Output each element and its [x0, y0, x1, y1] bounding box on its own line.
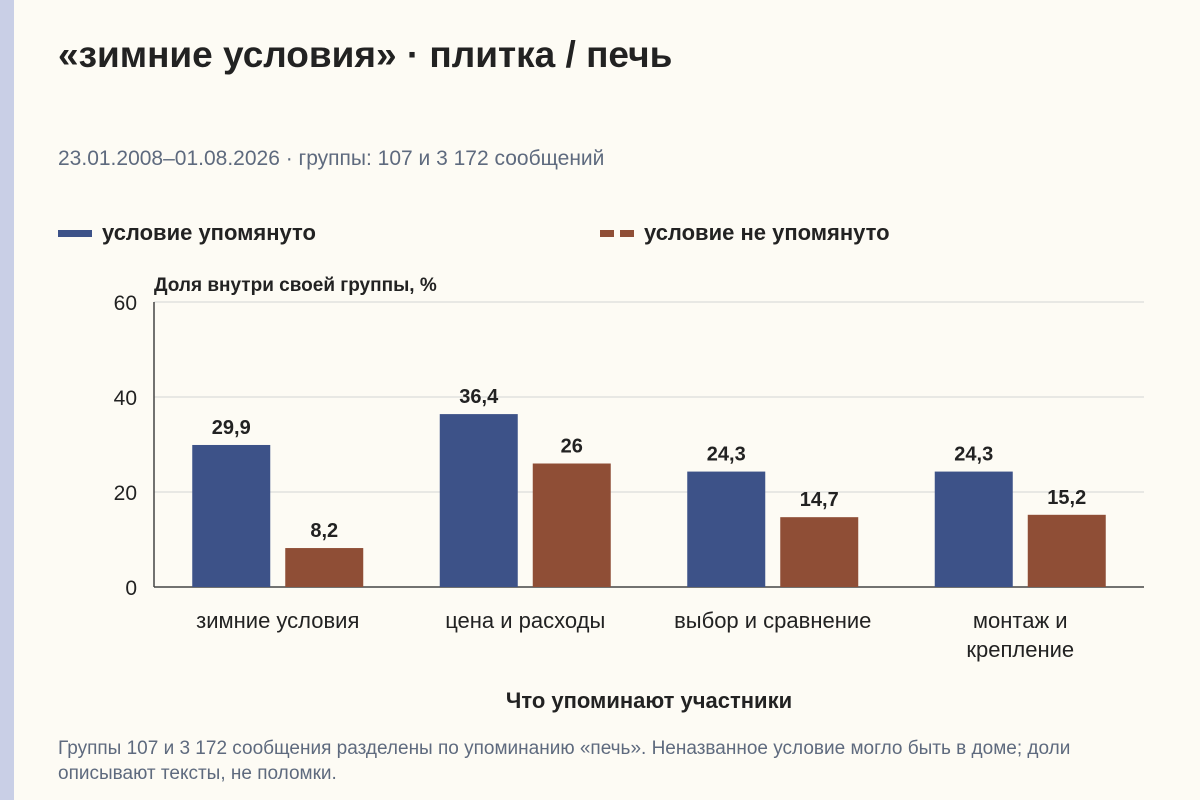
y-tick-label: 0: [125, 577, 137, 600]
y-tick-label: 20: [114, 482, 137, 505]
bar-chart: Доля внутри своей группы, % 0 20 40 60 29,9 8…: [114, 275, 1144, 713]
bar-value-label: 15,2: [1047, 487, 1086, 509]
x-tick-label: выбор и сравнение: [674, 608, 871, 633]
bar-value-label: 26: [561, 436, 583, 458]
bar-value-label: 36,4: [459, 386, 499, 408]
legend-swatch-mentioned: [58, 229, 92, 237]
x-tick-label: цена и расходы: [445, 608, 605, 633]
bar-not-mentioned: [1027, 514, 1106, 587]
x-axis-label: Что упоминают участники: [506, 688, 792, 713]
legend-label-mentioned: условие упомянуто: [102, 220, 316, 245]
bar-value-label: 29,9: [212, 417, 251, 439]
bar-value-label: 14,7: [800, 489, 839, 511]
footnote: Группы 107 и 3 172 сообщения разделены п…: [58, 738, 1071, 784]
bar-not-mentioned: [532, 463, 611, 587]
x-tick-label: зимние условия: [196, 608, 359, 633]
legend-label-not-mentioned: условие не упомянуто: [644, 220, 890, 245]
accent-strip: [0, 0, 14, 800]
legend-swatch-not-mentioned: [600, 229, 634, 237]
bar-value-label: 24,3: [954, 444, 993, 466]
bar-value-label: 8,2: [310, 520, 338, 542]
x-tick-label: крепление: [966, 637, 1074, 662]
bar-mentioned: [687, 471, 766, 587]
legend-item-not-mentioned: условие не упомянуто: [600, 220, 890, 246]
page-subtitle: 23.01.2008–01.08.2026 · группы: 107 и 3 …: [58, 147, 605, 170]
y-tick-label: 60: [114, 292, 137, 315]
bar-mentioned: [192, 444, 271, 587]
bar-mentioned: [439, 414, 518, 587]
bar-value-label: 24,3: [707, 444, 746, 466]
legend-item-mentioned: условие упомянуто: [58, 220, 316, 246]
y-tick-label: 40: [114, 387, 137, 410]
bar-not-mentioned: [285, 548, 364, 587]
y-axis-label: Доля внутри своей группы, %: [154, 275, 437, 296]
page-title: «зимние условия» · плитка / печь: [58, 34, 673, 75]
x-tick-label: монтаж и: [973, 608, 1068, 633]
bar-not-mentioned: [780, 517, 859, 587]
bar-mentioned: [934, 471, 1013, 587]
